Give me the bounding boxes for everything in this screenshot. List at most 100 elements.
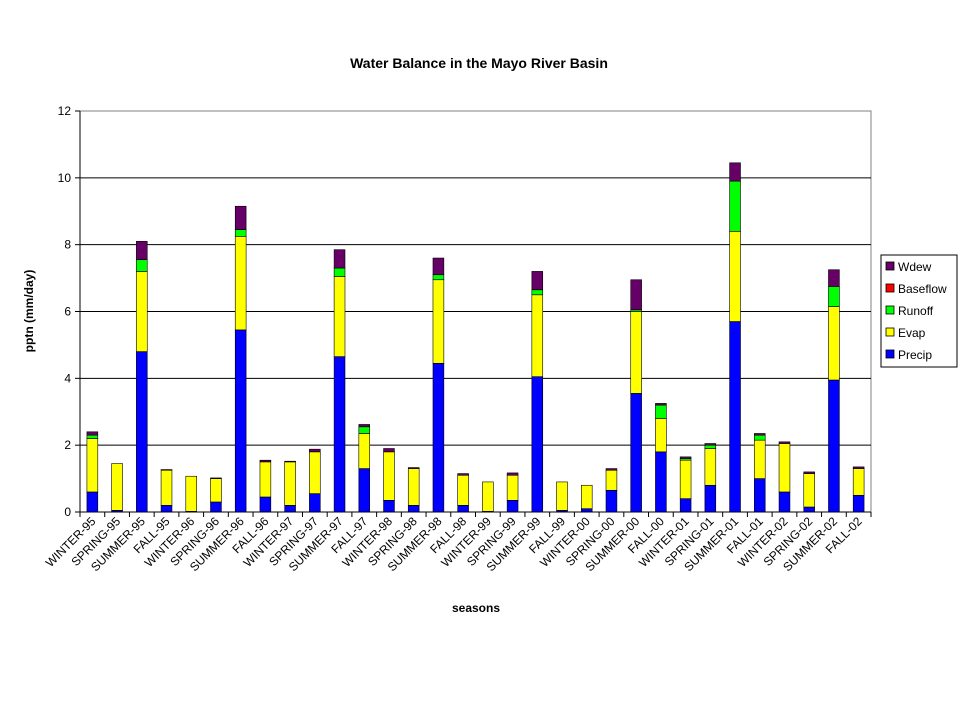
bar-evap-summer-00 bbox=[630, 311, 642, 394]
bar-runoff-summer-98 bbox=[432, 274, 445, 281]
bar-evap-fall-95 bbox=[160, 469, 173, 506]
bar-wdew-winter-01 bbox=[679, 456, 692, 459]
legend-swatch-wdew bbox=[885, 261, 895, 271]
bar-wdew-summer-99 bbox=[531, 271, 544, 291]
bar-precip-summer-96 bbox=[234, 329, 247, 513]
bar-precip-fall-02 bbox=[852, 494, 865, 513]
bar-wdew-winter-97 bbox=[284, 460, 296, 463]
y-tick-label: 6 bbox=[64, 305, 71, 319]
bar-evap-fall-02 bbox=[852, 468, 865, 496]
bar-precip-fall-00 bbox=[655, 451, 667, 513]
y-tick-label: 0 bbox=[64, 505, 71, 519]
bar-wdew-summer-01 bbox=[729, 162, 741, 182]
bar-evap-fall-99 bbox=[556, 481, 568, 511]
y-tick-label: 10 bbox=[58, 171, 72, 185]
bar-precip-spring-00 bbox=[605, 489, 618, 513]
bar-wdew-spring-00 bbox=[605, 468, 618, 471]
bar-evap-spring-95 bbox=[111, 463, 123, 511]
bar-wdew-fall-96 bbox=[259, 459, 272, 463]
bar-wdew-summer-95 bbox=[136, 241, 148, 261]
bar-evap-fall-00 bbox=[655, 418, 667, 453]
x-axis-title: seasons bbox=[452, 601, 500, 615]
bar-evap-spring-02 bbox=[803, 473, 815, 508]
bars bbox=[86, 162, 865, 513]
chart-title: Water Balance in the Mayo River Basin bbox=[350, 55, 608, 71]
bar-precip-spring-98 bbox=[407, 505, 420, 513]
bar-precip-fall-95 bbox=[160, 505, 173, 513]
y-axis-title: pptn (mm/day) bbox=[22, 270, 36, 353]
legend-label-precip: Precip bbox=[898, 348, 932, 362]
bar-wdew-winter-95 bbox=[86, 431, 99, 436]
bar-precip-summer-02 bbox=[828, 379, 840, 513]
bar-runoff-summer-96 bbox=[234, 229, 247, 237]
bar-evap-spring-96 bbox=[210, 478, 222, 503]
bar-precip-winter-00 bbox=[580, 508, 593, 513]
bar-runoff-fall-01 bbox=[754, 434, 766, 441]
legend-swatch-evap bbox=[885, 327, 895, 337]
bar-evap-summer-97 bbox=[333, 276, 346, 357]
y-tick-label: 4 bbox=[64, 371, 71, 385]
bar-precip-winter-97 bbox=[284, 505, 296, 513]
legend: Wdew Baseflow Runoff Evap Precip bbox=[880, 254, 958, 368]
legend-swatch-baseflow bbox=[885, 283, 895, 293]
bar-runoff-fall-97 bbox=[358, 426, 371, 434]
bar-runoff-summer-01 bbox=[729, 180, 741, 232]
bar-evap-winter-02 bbox=[778, 443, 791, 493]
y-tick-label: 8 bbox=[64, 238, 71, 252]
bar-evap-winter-99 bbox=[482, 481, 494, 512]
bar-wdew-spring-01 bbox=[704, 443, 717, 446]
bar-evap-summer-01 bbox=[729, 231, 741, 322]
legend-label-wdew: Wdew bbox=[898, 260, 932, 274]
bar-evap-fall-98 bbox=[457, 474, 469, 506]
y-tick-label: 12 bbox=[58, 104, 72, 118]
bar-evap-spring-98 bbox=[407, 468, 420, 506]
bar-precip-winter-01 bbox=[679, 498, 692, 513]
y-axis: 0 2 4 6 8 10 12 bbox=[58, 104, 81, 519]
legend-label-baseflow: Baseflow bbox=[898, 282, 947, 296]
bar-precip-summer-00 bbox=[630, 393, 642, 513]
bar-precip-winter-95 bbox=[86, 491, 99, 513]
bar-precip-fall-01 bbox=[754, 478, 766, 513]
bar-evap-winter-97 bbox=[284, 461, 296, 506]
bar-runoff-winter-95 bbox=[86, 434, 99, 439]
legend-label-runoff: Runoff bbox=[898, 304, 934, 318]
bar-evap-fall-97 bbox=[358, 433, 371, 469]
bar-precip-winter-98 bbox=[383, 499, 395, 513]
bar-wdew-fall-95 bbox=[160, 469, 173, 471]
bar-runoff-summer-97 bbox=[333, 267, 346, 277]
bar-wdew-fall-97 bbox=[358, 424, 371, 428]
bar-precip-summer-97 bbox=[333, 356, 346, 513]
bar-wdew-fall-98 bbox=[457, 473, 469, 476]
bar-runoff-fall-00 bbox=[655, 404, 667, 419]
bar-evap-summer-99 bbox=[531, 294, 544, 377]
bar-runoff-summer-95 bbox=[136, 259, 148, 272]
bar-precip-winter-02 bbox=[778, 491, 791, 513]
bar-precip-summer-98 bbox=[432, 362, 445, 513]
bar-evap-spring-99 bbox=[506, 474, 519, 501]
bar-evap-winter-00 bbox=[580, 484, 593, 509]
bar-precip-fall-97 bbox=[358, 468, 371, 513]
bar-precip-fall-98 bbox=[457, 505, 469, 513]
bar-wdew-fall-01 bbox=[754, 433, 766, 436]
bar-precip-spring-99 bbox=[506, 499, 519, 513]
bar-runoff-summer-02 bbox=[828, 286, 840, 307]
bar-evap-fall-01 bbox=[754, 439, 766, 479]
bar-evap-summer-98 bbox=[432, 279, 445, 364]
bar-evap-spring-00 bbox=[605, 469, 618, 491]
bar-wdew-summer-02 bbox=[828, 269, 840, 287]
legend-label-evap: Evap bbox=[898, 326, 926, 340]
bar-evap-spring-01 bbox=[704, 448, 717, 486]
bar-evap-winter-98 bbox=[383, 451, 395, 501]
bar-wdew-spring-98 bbox=[407, 467, 420, 469]
bar-precip-summer-95 bbox=[136, 351, 148, 513]
bar-evap-winter-01 bbox=[679, 459, 692, 499]
bar-runoff-spring-01 bbox=[704, 444, 717, 449]
bar-evap-summer-95 bbox=[136, 271, 148, 352]
bar-wdew-summer-96 bbox=[234, 205, 247, 230]
bar-wdew-spring-97 bbox=[309, 448, 321, 453]
bar-wdew-summer-00 bbox=[630, 279, 642, 311]
bar-wdew-spring-96 bbox=[210, 477, 222, 479]
bar-precip-spring-02 bbox=[803, 506, 815, 513]
bar-runoff-summer-99 bbox=[531, 289, 544, 296]
